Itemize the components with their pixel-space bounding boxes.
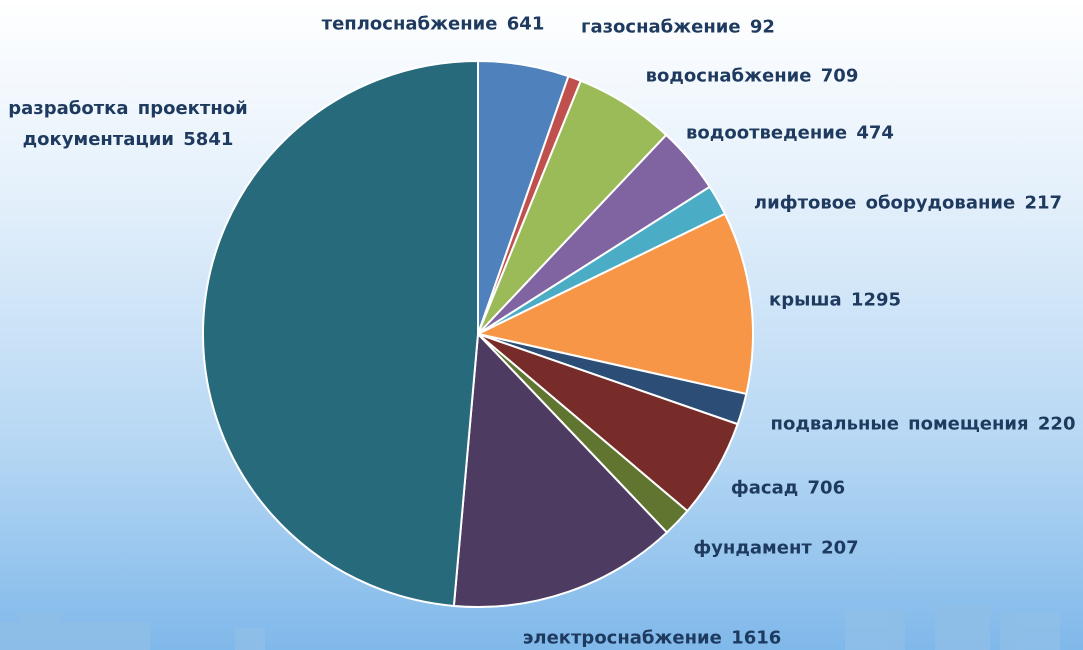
value-label: 474 bbox=[856, 123, 894, 144]
slice-label: водоотведение 474 bbox=[686, 123, 894, 144]
category-name: подвальные помещения bbox=[771, 414, 1029, 435]
value-label: 1616 bbox=[731, 628, 781, 649]
slice-label: лифтовое оборудование 217 bbox=[754, 193, 1062, 214]
value-label: 641 bbox=[507, 14, 545, 35]
pie bbox=[203, 61, 753, 607]
value-label: 92 bbox=[750, 17, 775, 38]
category-name: фундамент bbox=[693, 538, 812, 559]
category-name: водоснабжение bbox=[646, 66, 812, 87]
category-name: газоснабжение bbox=[581, 17, 741, 38]
value-label: 217 bbox=[1025, 193, 1063, 214]
category-name: водоотведение bbox=[686, 123, 847, 144]
slice-label: водоснабжение 709 bbox=[646, 66, 859, 87]
category-name: крыша bbox=[769, 290, 842, 311]
slice-label: подвальные помещения 220 bbox=[771, 414, 1076, 435]
slice-label: электроснабжение 1616 bbox=[523, 628, 782, 649]
category-name: электроснабжение bbox=[523, 628, 722, 649]
slice-label: фундамент 207 bbox=[693, 538, 858, 559]
category-name: лифтовое оборудование bbox=[754, 193, 1015, 214]
value-label: 207 bbox=[821, 538, 859, 559]
category-name: теплоснабжение bbox=[322, 14, 498, 35]
value-label: 706 bbox=[808, 478, 846, 499]
slice-label: фасад 706 bbox=[731, 478, 845, 499]
value-label: 1295 bbox=[851, 290, 901, 311]
page: теплоснабжение 641 газоснабжение 92 водосн… bbox=[0, 0, 1083, 650]
value-label: 220 bbox=[1038, 414, 1076, 435]
slice-label: теплоснабжение 641 bbox=[322, 14, 545, 35]
category-name: фасад bbox=[731, 478, 798, 499]
slice-label: разработка проектной документации 5841 bbox=[3, 93, 253, 155]
slice-label: газоснабжение 92 bbox=[581, 17, 775, 38]
value-label: 709 bbox=[821, 66, 859, 87]
value-label: 5841 bbox=[183, 129, 233, 150]
slice-label: крыша 1295 bbox=[769, 290, 901, 311]
